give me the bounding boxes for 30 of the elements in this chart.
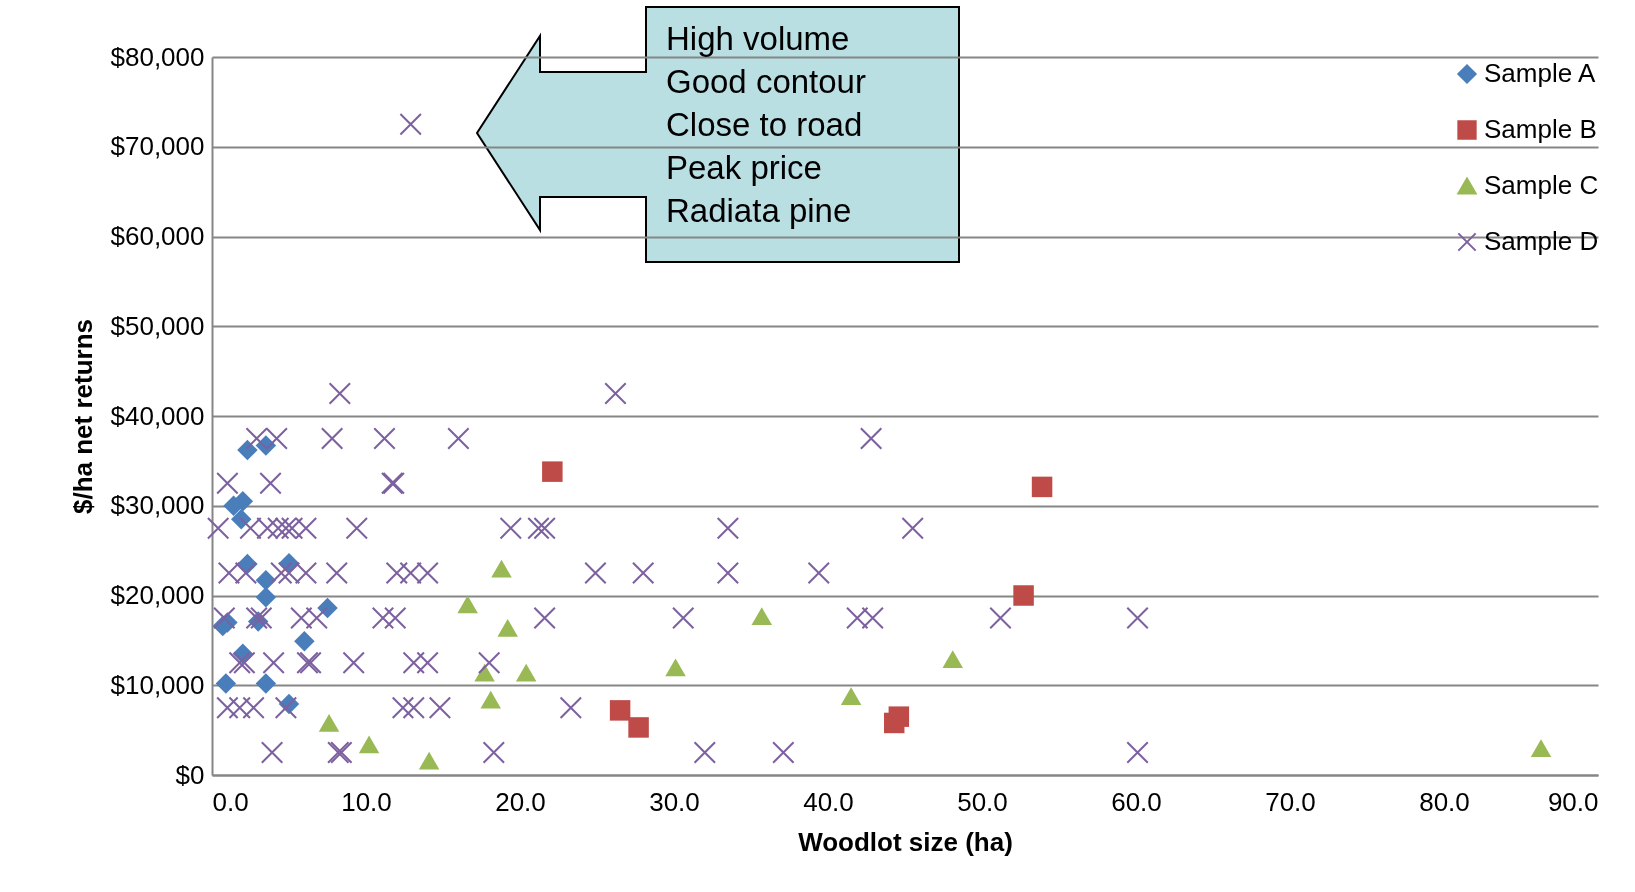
annotation: Good contour [666, 63, 866, 100]
x-axis-title: Woodlot size (ha) [798, 826, 1013, 857]
annotation: Close to road [666, 106, 863, 143]
y-axis-title: $/ha net returns [67, 318, 98, 515]
x-tick-label: 10.0 [341, 786, 392, 817]
y-tick-label: $0 [175, 759, 205, 790]
legend-label: Sample C [1484, 170, 1599, 200]
y-tick-label: $70,000 [110, 131, 205, 162]
y-tick-label: $40,000 [110, 400, 205, 431]
y-tick-label: $30,000 [110, 490, 205, 521]
legend-label: Sample A [1484, 58, 1596, 88]
x-tick-label: 60.0 [1111, 786, 1162, 817]
x-tick-label: 50.0 [957, 786, 1008, 817]
text: High volume [666, 20, 850, 57]
y-tick-label: $20,000 [110, 580, 205, 610]
x-tick-label: 40.0 [803, 786, 854, 817]
y-tick-label: $50,000 [110, 310, 205, 341]
x-tick-label: 0.0 [212, 786, 249, 817]
annotation: Radiata pine [666, 192, 852, 229]
x-tick-label: 20.0 [495, 786, 546, 817]
legend-label: Sample B [1484, 114, 1597, 144]
x-tick-label: 90.0 [1547, 786, 1599, 817]
x-tick-label: 30.0 [649, 786, 700, 817]
y-tick-label: $10,000 [110, 669, 205, 700]
y-tick-label: $60,000 [110, 221, 205, 251]
y-tick-label: $80,000 [110, 41, 205, 72]
x-tick-label: 80.0 [1419, 786, 1470, 817]
x-tick-label: 70.0 [1265, 786, 1316, 817]
legend-label: Sample D [1484, 226, 1599, 256]
annotation: Peak price [666, 149, 822, 186]
